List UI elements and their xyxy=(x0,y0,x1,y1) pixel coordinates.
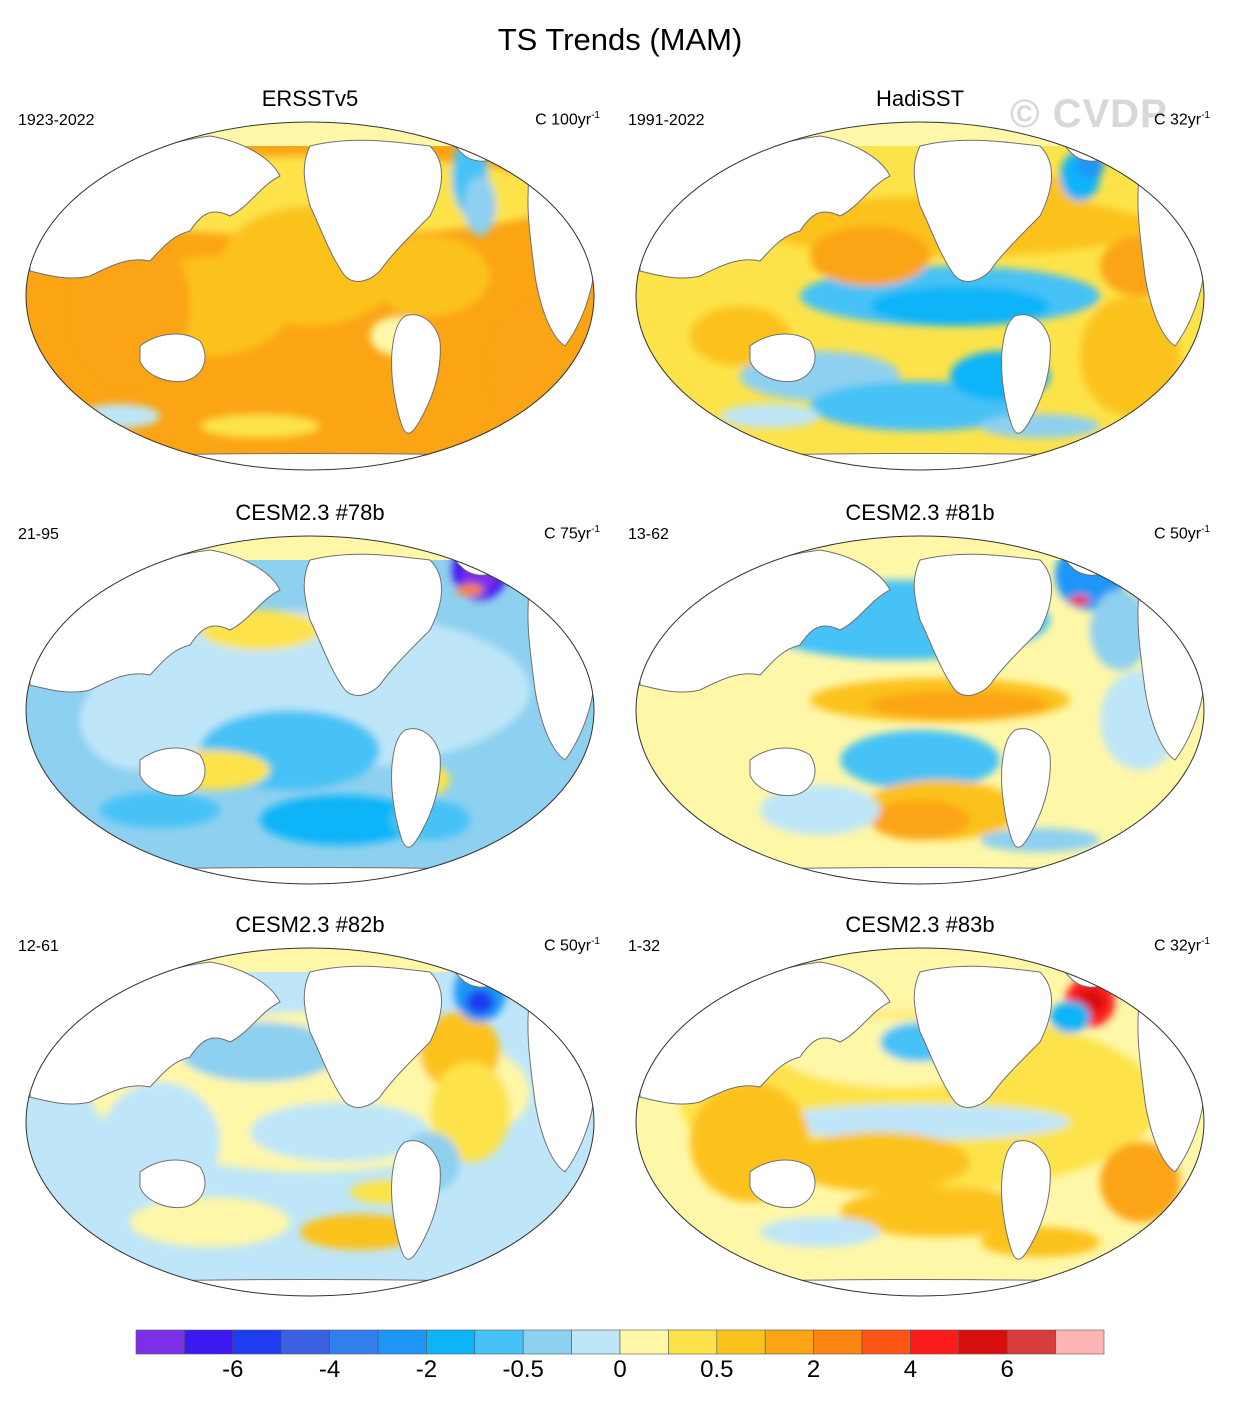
map-panel: ERSSTv5 1923-2022 C 100yr-1 xyxy=(10,86,610,486)
sst-anomaly-region xyxy=(980,1227,1100,1257)
colorbar-swatch xyxy=(910,1330,958,1354)
colorbar-swatch xyxy=(184,1330,232,1354)
colorbar-tick-label: 0.5 xyxy=(700,1356,733,1384)
sst-anomaly-region xyxy=(980,414,1100,438)
sst-anomaly-region xyxy=(100,792,220,828)
map-plot xyxy=(620,520,1220,910)
colorbar-tick-label: -0.5 xyxy=(503,1356,544,1384)
colorbar: -6 -4 -2 -0.5 0 0.5 2 4 6 xyxy=(0,1320,1240,1400)
land-outline xyxy=(620,454,1220,497)
sst-field xyxy=(620,520,1220,910)
colorbar-swatch xyxy=(475,1330,523,1354)
map-plot xyxy=(620,932,1220,1322)
colorbar-swatch xyxy=(572,1330,620,1354)
colorbar-tick-label: 4 xyxy=(904,1356,917,1384)
sst-field xyxy=(620,106,1220,496)
sst-anomaly-region xyxy=(464,176,496,236)
colorbar-swatch xyxy=(1007,1330,1055,1354)
sst-field xyxy=(10,932,610,1322)
land-outline xyxy=(620,868,1220,911)
sst-anomaly-region xyxy=(870,691,1050,719)
colorbar-tick-label: 0 xyxy=(613,1356,626,1384)
arctic-band xyxy=(620,106,1220,146)
sst-field xyxy=(620,932,1220,1322)
land-outline xyxy=(10,868,610,911)
sst-anomaly-region xyxy=(760,1217,880,1247)
map-plot xyxy=(10,520,610,910)
sst-anomaly-region xyxy=(980,828,1100,852)
sst-anomaly-region xyxy=(770,1104,1070,1140)
arctic-band xyxy=(10,932,610,972)
land-outline xyxy=(10,1280,610,1323)
sst-anomaly-region xyxy=(790,1132,970,1192)
sst-anomaly-region xyxy=(720,404,820,428)
sst-anomaly-region xyxy=(200,414,320,438)
arctic-band xyxy=(620,932,1220,972)
sst-field xyxy=(10,520,610,910)
sst-anomaly-region xyxy=(130,1197,290,1247)
land-outline xyxy=(620,1280,1220,1323)
arctic-band xyxy=(620,520,1220,560)
sst-field xyxy=(10,106,610,496)
sst-anomaly-region xyxy=(456,584,484,596)
sst-anomaly-region xyxy=(1050,1001,1090,1033)
colorbar-swatch xyxy=(233,1330,281,1354)
land-outline xyxy=(10,454,610,497)
map-panel: HadiSST 1991-2022 C 32yr-1 xyxy=(620,86,1220,486)
colorbar-tick-label: -6 xyxy=(222,1356,243,1384)
colorbar-swatch xyxy=(281,1330,329,1354)
colorbar-swatch xyxy=(862,1330,910,1354)
colorbar-swatch xyxy=(378,1330,426,1354)
sst-anomaly-region xyxy=(1070,595,1090,605)
colorbar-swatch xyxy=(765,1330,813,1354)
colorbar-swatch xyxy=(1056,1330,1104,1354)
map-plot xyxy=(10,106,610,496)
arctic-band xyxy=(10,106,610,146)
colorbar-swatch xyxy=(959,1330,1007,1354)
colorbar-swatch xyxy=(814,1330,862,1354)
colorbar-swatch xyxy=(426,1330,474,1354)
colorbar-tick-label: -2 xyxy=(416,1356,437,1384)
colorbar-swatch xyxy=(136,1330,184,1354)
map-plot xyxy=(10,932,610,1322)
map-plot xyxy=(620,106,1220,496)
colorbar-swatch xyxy=(620,1330,668,1354)
map-panel: CESM2.3 #78b 21-95 C 75yr-1 xyxy=(10,500,610,900)
figure-title: TS Trends (MAM) xyxy=(0,22,1240,58)
sst-anomaly-region xyxy=(810,226,930,286)
sst-anomaly-region xyxy=(466,990,494,1014)
colorbar-swatches xyxy=(0,1320,1240,1360)
colorbar-tick-label: -4 xyxy=(319,1356,340,1384)
colorbar-tick-label: 6 xyxy=(1001,1356,1014,1384)
colorbar-swatch xyxy=(668,1330,716,1354)
map-panel: CESM2.3 #82b 12-61 C 50yr-1 xyxy=(10,912,610,1312)
map-panel: CESM2.3 #83b 1-32 C 32yr-1 xyxy=(620,912,1220,1312)
sst-anomaly-region xyxy=(870,800,970,840)
colorbar-tick-label: 2 xyxy=(807,1356,820,1384)
colorbar-swatch xyxy=(717,1330,765,1354)
colorbar-swatch xyxy=(330,1330,378,1354)
map-panel: CESM2.3 #81b 13-62 C 50yr-1 xyxy=(620,500,1220,900)
arctic-band xyxy=(10,520,610,560)
colorbar-swatch xyxy=(523,1330,571,1354)
